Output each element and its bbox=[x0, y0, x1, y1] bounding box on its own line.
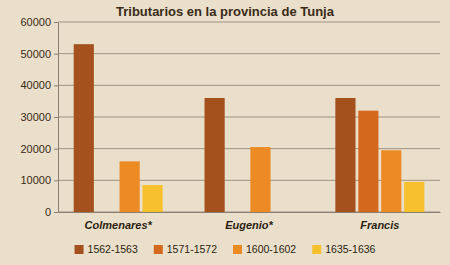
bar bbox=[120, 161, 140, 212]
legend: 1562-1563 1571-1572 1600-1602 1635-1636 bbox=[75, 243, 376, 255]
x-tick-label: Colmenares* bbox=[85, 219, 153, 231]
grid-line bbox=[58, 85, 440, 86]
y-tick: 20000 bbox=[20, 143, 58, 155]
series bbox=[142, 182, 424, 212]
y-tick-mark bbox=[54, 22, 58, 23]
y-tick-mark bbox=[54, 212, 58, 213]
y-tick-mark bbox=[54, 85, 58, 86]
y-tick-label: 0 bbox=[45, 206, 51, 218]
y-axis-line bbox=[58, 23, 59, 213]
y-tick-label: 50000 bbox=[20, 48, 51, 60]
y-tick: 0 bbox=[45, 206, 58, 218]
legend-label: 1600-1602 bbox=[246, 243, 296, 255]
bar bbox=[74, 44, 94, 212]
y-tick: 40000 bbox=[20, 79, 58, 91]
y-tick-mark bbox=[54, 180, 58, 181]
x-tick-label: Eugenio* bbox=[225, 219, 273, 231]
grid bbox=[58, 22, 440, 212]
legend-entry: 1571-1572 bbox=[154, 243, 217, 255]
x-tick: Francis bbox=[360, 212, 399, 231]
x-tick: Colmenares* bbox=[85, 212, 153, 231]
legend-swatch bbox=[154, 245, 163, 254]
bar bbox=[381, 150, 401, 212]
legend-label: 1562-1563 bbox=[88, 243, 138, 255]
y-tick-label: 30000 bbox=[20, 111, 51, 123]
legend-label: 1571-1572 bbox=[167, 243, 217, 255]
legend-swatch bbox=[75, 245, 84, 254]
legend-label: 1635-1636 bbox=[325, 243, 375, 255]
grid-line bbox=[58, 117, 440, 118]
y-tick: 50000 bbox=[20, 48, 58, 60]
x-axis-line bbox=[59, 212, 441, 213]
bar bbox=[358, 111, 378, 212]
y-tick: 10000 bbox=[20, 174, 58, 186]
bars bbox=[74, 44, 425, 212]
grid-line bbox=[58, 22, 440, 23]
y-tick-label: 60000 bbox=[20, 16, 51, 28]
grid-line bbox=[58, 148, 440, 149]
title: Tributarios en la provincia de Tunja bbox=[116, 4, 335, 19]
bar bbox=[250, 147, 270, 212]
series bbox=[74, 44, 356, 212]
y-tick-mark bbox=[54, 117, 58, 118]
bar bbox=[404, 182, 424, 212]
y-tick-mark bbox=[54, 149, 58, 150]
y-axis: 0 10000 20000 30000 40000 50000 60000 bbox=[20, 16, 58, 218]
legend-swatch bbox=[233, 245, 242, 254]
y-tick-mark bbox=[54, 54, 58, 55]
chart: Tributarios en la provincia de Tunja 0 100… bbox=[0, 0, 450, 265]
series bbox=[120, 147, 402, 212]
bar bbox=[335, 98, 355, 212]
bar bbox=[205, 98, 225, 212]
x-tick-label: Francis bbox=[360, 219, 399, 231]
y-tick: 30000 bbox=[20, 111, 58, 123]
y-tick: 60000 bbox=[20, 16, 58, 28]
y-tick-label: 40000 bbox=[20, 79, 51, 91]
x-tick: Eugenio* bbox=[225, 212, 273, 231]
legend-entry: 1562-1563 bbox=[75, 243, 138, 255]
bar bbox=[142, 185, 162, 212]
y-tick-label: 20000 bbox=[20, 143, 51, 155]
legend-swatch bbox=[312, 245, 321, 254]
x-axis: Colmenares* Eugenio* Francis bbox=[59, 212, 441, 231]
y-tick-label: 10000 bbox=[20, 174, 51, 186]
legend-entry: 1600-1602 bbox=[233, 243, 296, 255]
plot: 0 10000 20000 30000 40000 50000 60000 Colmenare… bbox=[20, 16, 440, 231]
grid-line bbox=[58, 53, 440, 54]
legend-entry: 1635-1636 bbox=[312, 243, 375, 255]
background bbox=[0, 0, 450, 265]
series bbox=[358, 111, 378, 212]
